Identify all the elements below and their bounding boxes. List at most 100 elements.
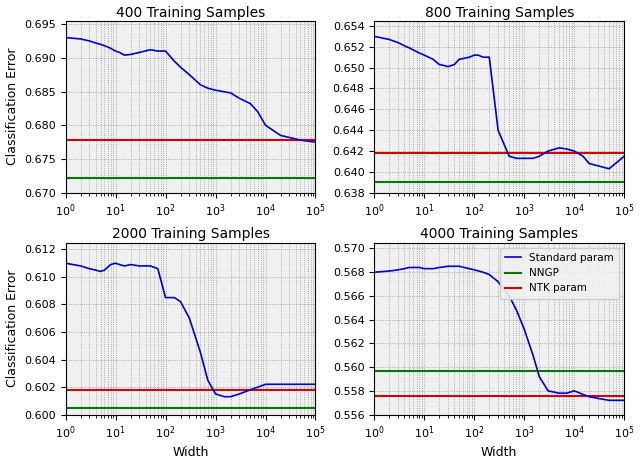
Standard param xyxy=(620,398,628,403)
Standard param xyxy=(246,101,254,106)
Standard param xyxy=(312,140,319,145)
NTK param xyxy=(371,393,378,399)
Standard param xyxy=(556,145,563,151)
Standard param xyxy=(410,47,417,53)
Standard param xyxy=(147,47,154,53)
Standard param xyxy=(405,45,413,51)
Line: Standard param: Standard param xyxy=(374,266,624,400)
Standard param xyxy=(605,166,613,172)
Standard param xyxy=(100,43,108,48)
Standard param xyxy=(513,307,520,313)
Standard param xyxy=(136,50,143,55)
Standard param xyxy=(107,46,115,51)
Standard param xyxy=(456,264,463,269)
Standard param xyxy=(246,387,254,392)
Standard param xyxy=(420,266,428,272)
Standard param xyxy=(605,398,613,403)
Standard param xyxy=(435,62,443,67)
Standard param xyxy=(77,36,84,42)
Standard param xyxy=(86,266,93,272)
Standard param xyxy=(405,265,413,270)
Standard param xyxy=(204,378,212,383)
Standard param xyxy=(236,95,243,101)
Standard param xyxy=(177,299,184,305)
Standard param xyxy=(401,266,408,272)
Standard param xyxy=(479,54,487,60)
Standard param xyxy=(420,53,428,58)
NTK param xyxy=(61,387,69,392)
Standard param xyxy=(107,262,115,267)
Standard param xyxy=(92,40,99,46)
Standard param xyxy=(586,161,593,166)
Standard param xyxy=(170,59,178,64)
Standard param xyxy=(227,90,234,96)
Standard param xyxy=(474,53,482,58)
Standard param xyxy=(470,53,478,58)
Legend: Standard param, NNGP, NTK param: Standard param, NNGP, NTK param xyxy=(500,248,619,299)
Standard param xyxy=(86,38,93,44)
Standard param xyxy=(451,62,458,67)
Standard param xyxy=(401,43,408,48)
NTK param xyxy=(371,150,378,156)
NNGP xyxy=(61,405,69,411)
Standard param xyxy=(586,394,593,399)
Standard param xyxy=(579,392,587,397)
Standard param xyxy=(556,391,563,396)
X-axis label: Width: Width xyxy=(481,446,517,459)
Standard param xyxy=(529,352,537,358)
Standard param xyxy=(429,266,437,272)
Standard param xyxy=(120,263,128,269)
Standard param xyxy=(544,388,552,394)
X-axis label: Width: Width xyxy=(172,446,209,459)
Standard param xyxy=(100,267,108,273)
Standard param xyxy=(465,266,473,272)
Standard param xyxy=(579,153,587,159)
Standard param xyxy=(61,35,69,40)
Standard param xyxy=(127,262,134,267)
Standard param xyxy=(444,64,452,69)
Standard param xyxy=(563,391,570,396)
Standard param xyxy=(227,394,234,399)
Standard param xyxy=(104,44,111,50)
Title: 800 Training Samples: 800 Training Samples xyxy=(424,6,574,20)
Standard param xyxy=(127,52,134,57)
Title: 4000 Training Samples: 4000 Training Samples xyxy=(420,227,578,241)
Standard param xyxy=(494,279,502,285)
Standard param xyxy=(506,153,513,159)
Standard param xyxy=(456,57,463,62)
Standard param xyxy=(204,86,212,91)
Standard param xyxy=(92,267,99,273)
Standard param xyxy=(312,381,319,387)
Standard param xyxy=(97,269,104,274)
Standard param xyxy=(236,391,243,397)
Standard param xyxy=(177,65,184,70)
Standard param xyxy=(212,87,220,93)
Standard param xyxy=(394,40,402,46)
Standard param xyxy=(154,266,162,272)
Standard param xyxy=(162,48,170,54)
Standard param xyxy=(486,54,493,60)
Line: Standard param: Standard param xyxy=(65,263,316,397)
Y-axis label: Classification Error: Classification Error xyxy=(6,48,19,166)
Standard param xyxy=(154,48,162,54)
Standard param xyxy=(544,148,552,154)
Line: Standard param: Standard param xyxy=(374,36,624,169)
Standard param xyxy=(529,155,537,161)
Standard param xyxy=(262,381,269,387)
Standard param xyxy=(162,295,170,300)
Standard param xyxy=(563,146,570,152)
Standard param xyxy=(296,381,304,387)
Standard param xyxy=(61,260,69,266)
Standard param xyxy=(385,37,393,42)
Standard param xyxy=(520,155,528,161)
Standard param xyxy=(186,315,193,321)
Standard param xyxy=(221,394,228,399)
Title: 2000 Training Samples: 2000 Training Samples xyxy=(111,227,269,241)
Standard param xyxy=(506,293,513,299)
Standard param xyxy=(97,41,104,47)
NNGP xyxy=(371,179,378,185)
Standard param xyxy=(112,260,120,266)
Standard param xyxy=(486,272,493,278)
Standard param xyxy=(410,265,417,270)
Standard param xyxy=(536,153,543,159)
